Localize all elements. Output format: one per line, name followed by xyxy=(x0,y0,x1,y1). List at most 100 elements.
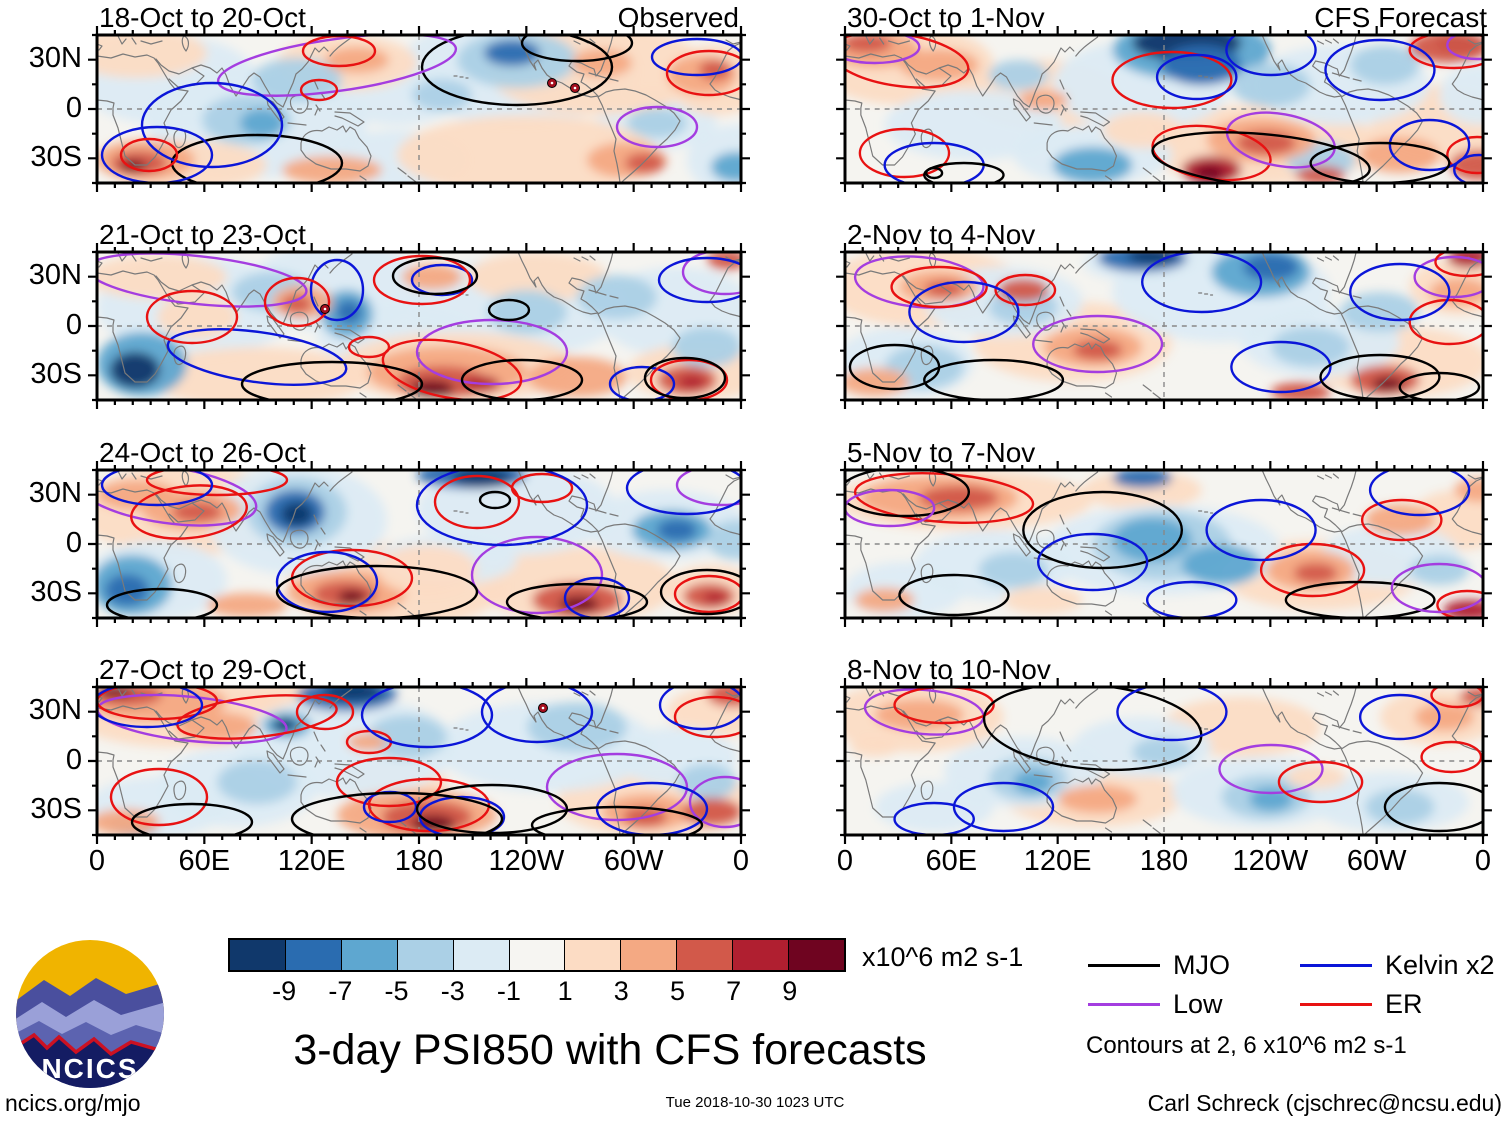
lon-label: 120W xyxy=(1232,845,1309,877)
legend-item-mjo: MJO xyxy=(1088,952,1300,979)
lon-label: 120E xyxy=(1023,845,1092,877)
contour-note: Contours at 2, 6 x10^6 m2 s-1 xyxy=(1086,1032,1407,1059)
colorbar-tick: 3 xyxy=(613,976,629,1006)
colorbar-tick: -9 xyxy=(272,976,297,1006)
lon-label: 0 xyxy=(836,845,854,877)
panel-head: 21-Oct to 23-Oct xyxy=(97,219,741,250)
map-obs-3 xyxy=(88,461,750,627)
lat-axis-row1: 30N 0 30S xyxy=(0,35,88,183)
legend-label: MJO xyxy=(1173,950,1230,980)
panel-title: 18-Oct to 20-Oct xyxy=(99,2,306,33)
colorbar-tick: -1 xyxy=(496,976,521,1006)
panel-head: 8-Nov to 10-Nov xyxy=(845,654,1489,685)
author-credit: Carl Schreck (cjschrec@ncsu.edu) xyxy=(1147,1090,1502,1116)
panel-head: 18-Oct to 20-Oct Observed xyxy=(97,2,741,33)
panel-head: 27-Oct to 29-Oct xyxy=(97,654,741,685)
figure-title: 3-day PSI850 with CFS forecasts xyxy=(293,1026,927,1074)
panel-corner-label: CFS Forecast xyxy=(1314,2,1487,33)
lon-label: 180 xyxy=(394,845,444,877)
lat-label-eq: 0 xyxy=(65,744,82,776)
lon-label: 0 xyxy=(88,845,106,877)
map-fcst-3 xyxy=(836,461,1492,627)
panel-obs-3: 24-Oct to 26-Oct xyxy=(88,437,750,627)
lat-axis-row4: 30N 0 30S xyxy=(0,687,88,835)
colorbar-tick: 1 xyxy=(557,976,573,1006)
lat-label-30s: 30S xyxy=(30,141,82,173)
panel-head: 5-Nov to 7-Nov xyxy=(845,437,1489,468)
lat-axis-row2: 30N 0 30S xyxy=(0,252,88,400)
colorbar-tick: -5 xyxy=(384,976,409,1006)
panel-title: 2-Nov to 4-Nov xyxy=(847,219,1036,250)
lat-label-30s: 30S xyxy=(30,358,82,390)
colorbar-tick: 9 xyxy=(782,976,798,1006)
mjo-line-swatch xyxy=(1088,964,1160,967)
legend-item-low: Low xyxy=(1088,991,1300,1018)
panel-fcst-3: 5-Nov to 7-Nov xyxy=(836,437,1492,627)
panel-title: 8-Nov to 10-Nov xyxy=(847,654,1051,685)
lon-label: 0 xyxy=(732,845,750,877)
panel-obs-4: 27-Oct to 29-Oct xyxy=(88,654,750,844)
lat-label-30n: 30N xyxy=(28,694,82,726)
panel-title: 5-Nov to 7-Nov xyxy=(847,437,1036,468)
map-obs-4 xyxy=(88,678,750,844)
colorbar-cells xyxy=(228,938,846,972)
creation-timestamp: Tue 2018-10-30 1023 UTC xyxy=(665,1094,845,1111)
lat-label-eq: 0 xyxy=(65,92,82,124)
er-line-swatch xyxy=(1300,1003,1372,1006)
legend-item-kelvin: Kelvin x2 xyxy=(1300,952,1498,979)
panel-head: 30-Oct to 1-Nov CFS Forecast xyxy=(845,2,1489,33)
lon-axis-left: 0 60E 120E 180 120W 60W 0 xyxy=(89,845,749,881)
lat-label-30s: 30S xyxy=(30,576,82,608)
map-obs-2 xyxy=(88,243,750,409)
panel-obs-2: 21-Oct to 23-Oct xyxy=(88,219,750,409)
lon-label: 60E xyxy=(178,845,231,877)
map-fcst-2 xyxy=(836,243,1492,409)
lat-label-eq: 0 xyxy=(65,527,82,559)
lon-label: 60W xyxy=(1346,845,1407,877)
lat-label-30n: 30N xyxy=(28,477,82,509)
colorbar-tick: -3 xyxy=(440,976,465,1006)
lat-label-30n: 30N xyxy=(28,42,82,74)
lat-label-30n: 30N xyxy=(28,259,82,291)
contour-legend: MJO Kelvin x2 Low ER xyxy=(1088,952,1498,1018)
colorbar-units: x10^6 m2 s-1 xyxy=(862,942,1024,972)
panel-fcst-4: 8-Nov to 10-Nov xyxy=(836,654,1492,844)
panel-fcst-2: 2-Nov to 4-Nov xyxy=(836,219,1492,409)
lon-axis-right: 0 60E 120E 180 120W 60W 0 xyxy=(837,845,1491,881)
lat-label-eq: 0 xyxy=(65,309,82,341)
kelvin-line-swatch xyxy=(1300,964,1372,967)
lon-label: 180 xyxy=(1139,845,1189,877)
colorbar: -9 -7 -5 -3 -1 1 3 5 7 9 xyxy=(228,938,846,1008)
lon-label: 60E xyxy=(925,845,978,877)
site-url: ncics.org/mjo xyxy=(5,1090,141,1116)
logo-text: NCICS xyxy=(41,1053,138,1084)
lon-label: 120E xyxy=(277,845,346,877)
legend-label: ER xyxy=(1385,989,1423,1019)
colorbar-tick: -7 xyxy=(328,976,353,1006)
panel-corner-label: Observed xyxy=(617,2,739,33)
panel-head: 24-Oct to 26-Oct xyxy=(97,437,741,468)
lat-label-30s: 30S xyxy=(30,793,82,825)
lon-label: 120W xyxy=(488,845,565,877)
panel-title: 30-Oct to 1-Nov xyxy=(847,2,1045,33)
panel-title: 24-Oct to 26-Oct xyxy=(99,437,306,468)
panel-head: 2-Nov to 4-Nov xyxy=(845,219,1489,250)
panel-obs-1: 18-Oct to 20-Oct Observed xyxy=(88,2,750,192)
colorbar-tick: 7 xyxy=(726,976,742,1006)
map-fcst-1 xyxy=(836,26,1492,192)
panel-title: 21-Oct to 23-Oct xyxy=(99,219,306,250)
map-fcst-4 xyxy=(836,678,1492,844)
legend-item-er: ER xyxy=(1300,991,1498,1018)
map-obs-1 xyxy=(88,26,750,192)
lon-label: 0 xyxy=(1474,845,1492,877)
ncics-logo: NCICS xyxy=(16,940,164,1088)
panel-fcst-1: 30-Oct to 1-Nov CFS Forecast xyxy=(836,2,1492,192)
lon-label: 60W xyxy=(603,845,664,877)
panel-title: 27-Oct to 29-Oct xyxy=(99,654,306,685)
low-line-swatch xyxy=(1088,1003,1160,1006)
legend-label: Low xyxy=(1173,989,1223,1019)
lat-axis-row3: 30N 0 30S xyxy=(0,470,88,618)
colorbar-tick: 5 xyxy=(669,976,685,1006)
legend-label: Kelvin x2 xyxy=(1385,950,1495,980)
